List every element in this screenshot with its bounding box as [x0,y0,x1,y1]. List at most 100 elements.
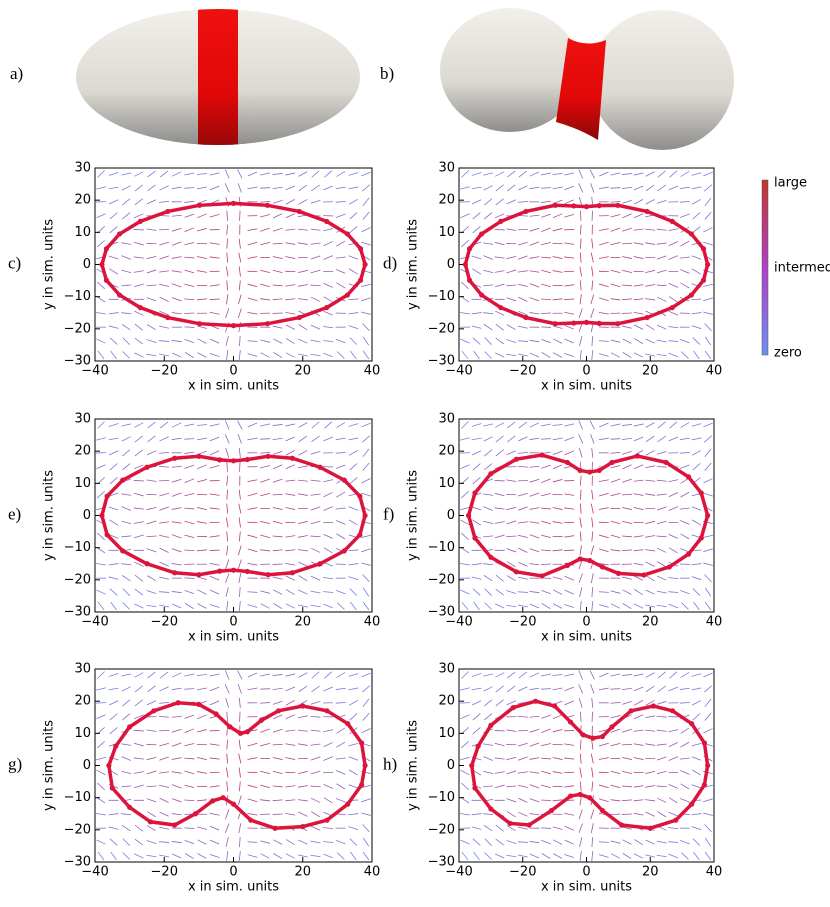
flow-arrow [349,463,358,471]
flow-arrow [171,312,182,315]
panel-label: g) [8,754,22,773]
flow-arrow [108,437,119,441]
flow-arrow [645,284,656,287]
contour-point [685,474,692,480]
flow-arrow [171,603,182,609]
flow-arrow [272,450,283,455]
flow-arrow [633,256,644,259]
flow-arrow [704,197,712,207]
flow-arrow [361,283,371,287]
flow-arrow [578,434,584,444]
flow-arrow [506,575,516,582]
flow-arrow [336,783,346,790]
flow-arrow [348,423,359,427]
flow-arrow [541,352,551,358]
flow-arrow [541,478,551,483]
flow-arrow [507,435,516,443]
flow-arrow [362,712,370,721]
flow-arrow [622,603,632,609]
flow-arrow [598,270,609,273]
flow-arrow [460,756,470,761]
flow-arrow [552,325,563,329]
flow-arrow [238,823,242,834]
flow-arrow [579,531,582,542]
flow-arrow [693,601,700,611]
contour-point [230,801,237,807]
flow-arrow [579,587,583,598]
flow-arrow [159,826,170,830]
contour-point [357,246,364,252]
flow-arrow [461,421,469,429]
flow-arrow [323,282,333,288]
flow-arrow [171,784,182,789]
x-tick-label: −20 [151,615,178,630]
flow-arrow [134,574,144,582]
flow-arrow [247,534,258,539]
flow-arrow [495,198,504,206]
contour-point [700,246,707,252]
flow-arrow [134,824,144,832]
flow-arrow [159,784,170,788]
y-tick-label: −20 [428,572,455,587]
flow-arrow [564,324,574,330]
flow-arrow [591,837,594,848]
flow-arrow [579,349,582,361]
flow-arrow [171,478,182,483]
flow-arrow [171,728,182,733]
flow-arrow [679,452,690,454]
y-tick-label: 10 [74,225,91,240]
flow-arrow [645,589,655,595]
flow-arrow [122,699,131,707]
flow-arrow [692,838,701,846]
flow-arrow [349,212,358,220]
flow-arrow [225,697,230,708]
x-tick-label: 0 [582,865,590,880]
flow-arrow [122,463,131,471]
contour-point [317,561,323,567]
flow-arrow [622,227,632,232]
contour-point [264,202,271,208]
flow-arrow [506,228,517,231]
flow-arrow [669,170,678,178]
flow-arrow [657,296,667,302]
x-tick-label: 0 [229,865,237,880]
flow-arrow [224,183,230,193]
flow-arrow [238,280,241,291]
flow-arrow [323,310,333,316]
flow-arrow [362,698,370,708]
flow-arrow [209,311,220,315]
flow-arrow [122,713,131,721]
y-tick-label: −10 [428,540,455,555]
flow-arrow [260,241,270,246]
flow-arrow [121,756,132,761]
flow-arrow [224,684,230,694]
flow-arrow [121,324,131,331]
flow-arrow [134,171,144,177]
flow-arrow [668,492,678,498]
flow-arrow [692,713,701,721]
flow-arrow [529,784,540,789]
flow-arrow [578,183,584,193]
flow-arrow [197,714,207,720]
flow-arrow [361,171,371,177]
flow-arrow [285,714,296,720]
flow-arrow [335,452,346,454]
flow-arrow [633,785,644,788]
flow-arrow [473,601,480,611]
flow-arrow [517,826,528,830]
flow-arrow [336,727,346,734]
flow-arrow [172,422,182,428]
flow-arrow [680,520,690,525]
flow-arrow [517,270,528,273]
flow-arrow [260,214,270,218]
contour-point [475,743,481,749]
flow-arrow [517,466,528,468]
flow-arrow [361,685,371,693]
colorbar-label: intermediate [774,261,830,276]
flow-arrow [564,185,574,191]
flow-arrow [679,687,690,690]
contour-point [587,557,593,564]
flow-arrow [691,813,702,816]
flow-arrow [460,547,470,554]
flow-arrow [541,269,551,274]
